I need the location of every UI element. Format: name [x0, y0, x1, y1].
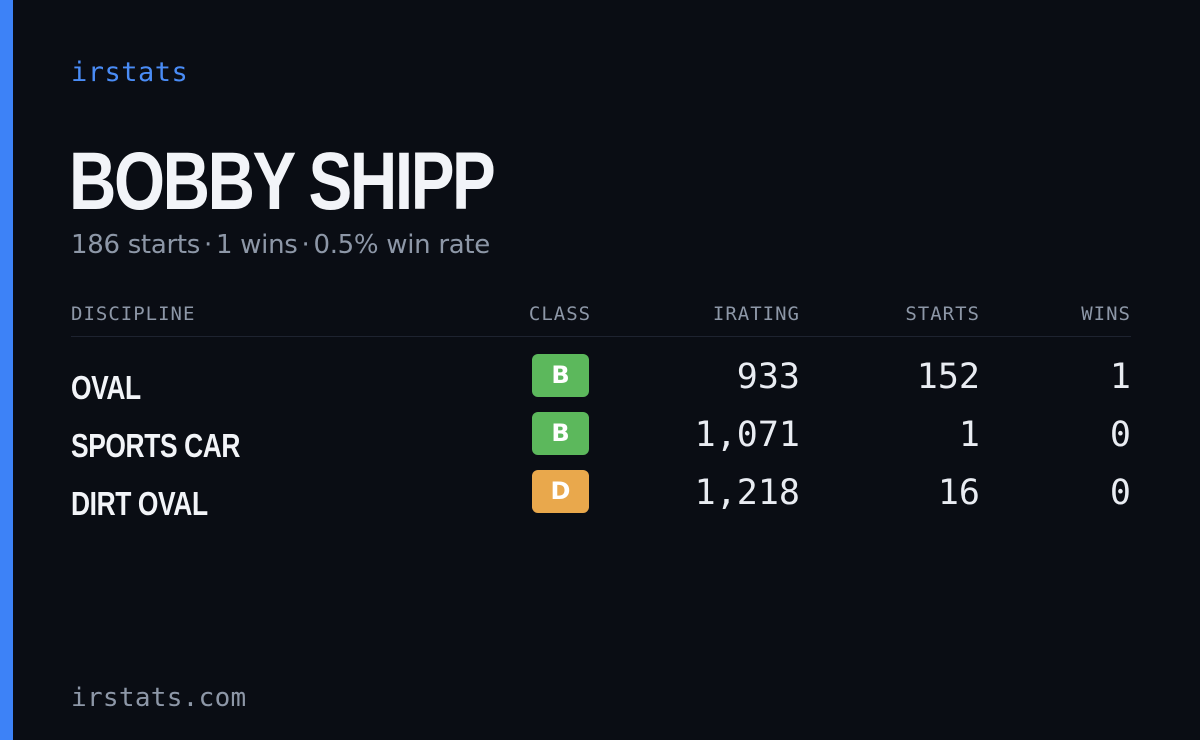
header-class: CLASS — [528, 303, 592, 325]
table-row: DIRT OVAL D 1,218 16 0 — [71, 470, 1131, 528]
summary-separator: · — [301, 230, 310, 260]
row-irating: 933 — [736, 357, 800, 397]
summary-win-rate: 0.5% win rate — [313, 230, 490, 260]
brand-logo[interactable]: irstats — [71, 57, 189, 88]
row-wins: 0 — [1109, 415, 1131, 455]
row-discipline: SPORTS CAR — [71, 427, 241, 464]
summary-wins: 1 wins — [215, 230, 298, 260]
header-starts: STARTS — [905, 303, 980, 325]
class-badge: D — [532, 470, 589, 513]
row-discipline: DIRT OVAL — [71, 485, 208, 522]
header-irating: IRATING — [712, 303, 800, 325]
row-starts: 1 — [958, 415, 980, 455]
row-irating: 1,218 — [694, 473, 800, 513]
table-row: OVAL B 933 152 1 — [71, 354, 1131, 412]
header-discipline: DISCIPLINE — [71, 303, 196, 325]
driver-name: BOBBY SHIPP — [69, 136, 496, 227]
row-starts: 152 — [916, 357, 980, 397]
row-wins: 0 — [1109, 473, 1131, 513]
row-irating: 1,071 — [694, 415, 800, 455]
class-badge: B — [532, 412, 589, 455]
summary-starts: 186 starts — [71, 230, 200, 260]
row-wins: 1 — [1109, 357, 1131, 397]
accent-bar — [0, 0, 13, 740]
header-wins: WINS — [1081, 303, 1131, 325]
summary-separator: · — [204, 230, 212, 260]
discipline-table: DISCIPLINE CLASS IRATING STARTS WINS OVA… — [71, 298, 1131, 522]
row-discipline: OVAL — [71, 369, 141, 406]
table-header: DISCIPLINE CLASS IRATING STARTS WINS — [71, 298, 1131, 337]
class-badge: B — [532, 354, 589, 397]
driver-summary: 186 starts · 1 wins · 0.5% win rate — [71, 227, 490, 263]
table-row: SPORTS CAR B 1,071 1 0 — [71, 412, 1131, 470]
row-starts: 16 — [937, 473, 980, 513]
footer-url[interactable]: irstats.com — [71, 683, 247, 713]
